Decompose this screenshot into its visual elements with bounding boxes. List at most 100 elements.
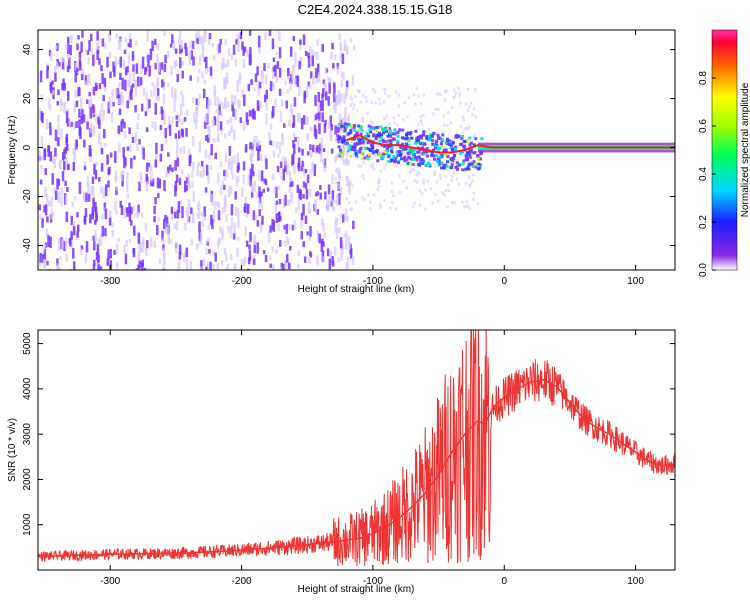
spectrogram-cell xyxy=(476,202,480,206)
spectrogram-cell xyxy=(239,117,243,124)
spectrogram-cell xyxy=(80,245,84,250)
spectrogram-cell xyxy=(39,70,43,83)
spectrogram-cell xyxy=(278,141,282,154)
spectrogram-cell xyxy=(304,169,308,174)
spectrogram-cell xyxy=(324,119,327,126)
spectrogram-cell xyxy=(60,196,63,207)
spectrogram-cell xyxy=(170,206,174,214)
spectrogram-cell xyxy=(137,204,140,214)
spectrogram-cell xyxy=(322,222,325,232)
spectrogram-cell xyxy=(336,137,340,141)
spectrogram-cell xyxy=(406,151,410,155)
spectrogram-cell xyxy=(350,207,353,211)
spectrogram-cell xyxy=(256,220,260,227)
spectrogram-cell xyxy=(204,149,208,159)
spectrogram-cell xyxy=(131,83,135,88)
spectrogram-cell xyxy=(54,190,58,200)
spectrogram-cell xyxy=(443,89,447,93)
spectrogram-cell xyxy=(414,155,418,159)
spectrogram-cell xyxy=(306,231,309,236)
spectrogram-cell xyxy=(108,217,112,226)
spectrogram-cell xyxy=(249,168,253,179)
spectrogram-cell xyxy=(89,154,92,163)
spectrogram-cell xyxy=(145,91,148,102)
spectrogram-cell xyxy=(189,260,193,270)
spectrogram-cell xyxy=(293,165,296,175)
spectrogram-cell xyxy=(472,160,476,164)
spectrogram-cell xyxy=(70,215,74,226)
spectrogram-cell xyxy=(314,114,318,121)
spectrogram-cell xyxy=(315,68,318,79)
spectrogram-cell xyxy=(355,133,359,137)
spectrogram-cell xyxy=(477,157,481,161)
spectrogram-cell xyxy=(336,134,340,138)
spectrogram-cell xyxy=(100,102,104,112)
spectrogram-cell xyxy=(125,240,128,247)
spectrogram-cell xyxy=(433,146,437,150)
spectrogram-cell xyxy=(112,102,115,107)
spectrogram-cell xyxy=(340,124,344,128)
spectrogram-cell xyxy=(212,119,215,126)
spectrogram-cell xyxy=(218,103,221,116)
spectrogram-cell xyxy=(76,43,79,51)
spectrogram-cell xyxy=(99,110,102,117)
spectrogram-cell xyxy=(444,163,448,167)
spectrogram-cell xyxy=(197,30,200,43)
spectrogram-cell xyxy=(458,93,461,97)
spectrogram-cell xyxy=(171,116,174,124)
spectrogram-cell xyxy=(128,202,131,209)
spectrogram-cell xyxy=(115,186,119,191)
spectrogram-cell xyxy=(323,158,327,168)
spectrogram-cell xyxy=(294,137,297,142)
spectrogram-cell xyxy=(384,163,388,167)
spectrogram-cell xyxy=(258,140,261,149)
snr-y-tick-label: 1000 xyxy=(22,513,33,536)
spectrogram-cell xyxy=(374,101,377,105)
spectrogram-cell xyxy=(79,97,83,104)
spectrogram-cell xyxy=(179,57,182,69)
spectrogram-cell xyxy=(256,190,259,199)
spectrogram-cell xyxy=(178,178,182,186)
spectrogram-cell xyxy=(347,160,350,165)
spectrogram-cell xyxy=(387,139,391,143)
spectrogram-cell xyxy=(242,174,246,184)
spectrogram-cell xyxy=(356,109,359,113)
spectrogram-cell xyxy=(144,223,148,232)
spectrogram-cell xyxy=(426,138,430,142)
spectrogram-cell xyxy=(89,107,92,119)
spectrogram-cell xyxy=(292,114,296,127)
spectrogram-cell xyxy=(464,126,468,130)
spectrogram-cell xyxy=(73,149,76,159)
snr-point xyxy=(595,426,597,429)
spectrogram-cell xyxy=(425,147,429,151)
spectrogram-cell xyxy=(393,121,396,125)
spectrogram-cell xyxy=(297,263,300,269)
spectrogram-cell xyxy=(384,88,387,92)
spectrogram-y-axis-title: Frequency (Hz) xyxy=(7,116,18,185)
spectrogram-cell xyxy=(298,147,301,153)
spectrogram-cell xyxy=(190,170,194,178)
spectrogram-cell xyxy=(431,148,435,152)
spectrogram-cell xyxy=(108,32,111,43)
spectrogram-cell xyxy=(240,187,244,197)
colorbar-tick-label: 0.4 xyxy=(698,167,709,181)
spectrogram-cell xyxy=(123,49,127,55)
spectrogram-cell xyxy=(164,54,167,64)
spectrogram-cell xyxy=(337,123,341,127)
spectrogram-cell xyxy=(139,172,143,184)
spectrogram-cell xyxy=(317,71,321,83)
spectrogram-cell xyxy=(72,220,76,230)
spectrogram-cell xyxy=(229,254,233,261)
spectrogram-cell xyxy=(462,118,466,122)
spectrogram-cell xyxy=(262,188,266,193)
spectrogram-cell xyxy=(469,149,473,153)
spectrogram-cell xyxy=(61,170,65,182)
spectrogram-cell xyxy=(293,220,297,230)
spectrogram-cell xyxy=(473,151,477,155)
spectrogram-cell xyxy=(53,158,57,168)
spectrogram-cell xyxy=(118,108,122,115)
spectrogram-cell xyxy=(90,122,93,134)
spectrogram-cell xyxy=(203,215,207,221)
spectrogram-cell xyxy=(358,141,362,145)
spectrogram-cell xyxy=(257,198,261,208)
